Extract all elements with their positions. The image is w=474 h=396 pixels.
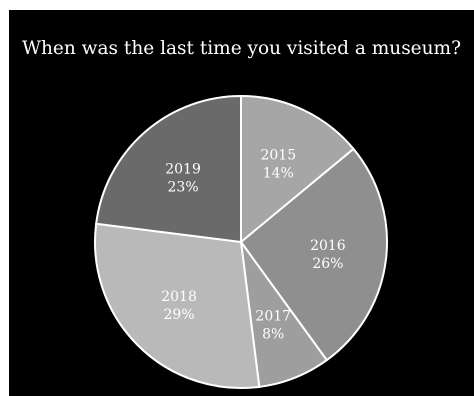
- slice-label-2016: 2016: [310, 238, 346, 254]
- slice-label-2015: 2015: [260, 148, 296, 164]
- slice-value-2019: 23%: [168, 179, 199, 195]
- pie-chart: 2015 14% 2016 26% 2017 8% 2018 29% 2019 23%: [94, 94, 388, 389]
- slice-value-2016: 26%: [312, 256, 343, 272]
- pie-slice-2015: [240, 94, 355, 245]
- pie-slice-2018: [94, 222, 261, 389]
- slice-value-2018: 29%: [163, 307, 194, 323]
- pie-slice-2016: [239, 147, 388, 362]
- pie-slice-2019: [95, 94, 242, 244]
- slice-value-2017: 8%: [262, 326, 284, 342]
- slice-label-2018: 2018: [161, 289, 197, 305]
- chart-title: When was the last time you visited a mus…: [21, 38, 462, 59]
- slice-value-2015: 14%: [263, 166, 294, 182]
- slice-label-2017: 2017: [255, 308, 291, 324]
- slice-label-2019: 2019: [165, 161, 201, 177]
- chart-frame: When was the last time you visited a mus…: [9, 10, 474, 396]
